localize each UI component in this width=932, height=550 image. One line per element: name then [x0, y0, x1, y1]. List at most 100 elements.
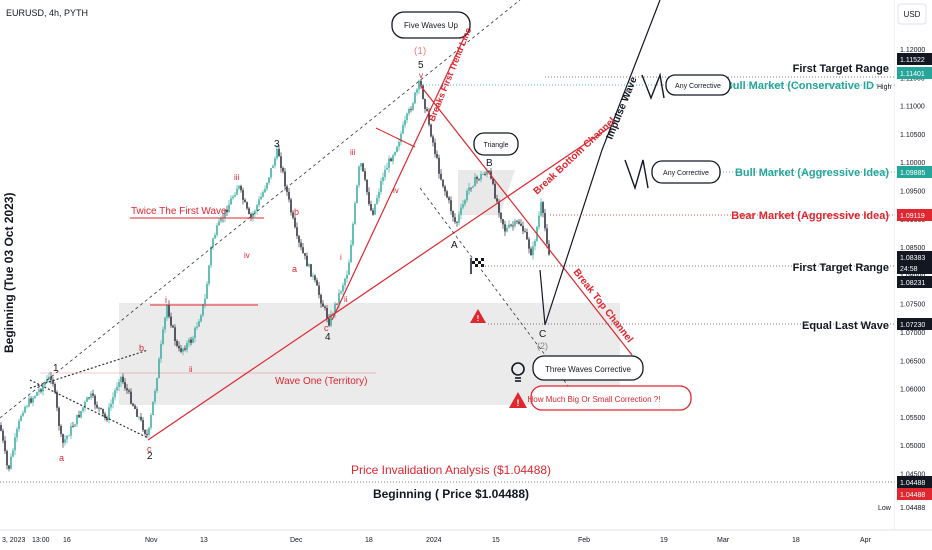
candle-body: [170, 316, 172, 326]
candle-body: [332, 313, 334, 315]
triangle-box: [473, 132, 519, 156]
wave-iii2-label: iii: [350, 148, 356, 157]
how-much-box: [530, 385, 692, 411]
candle-body: [92, 393, 94, 396]
wave-iv-label: iv: [244, 251, 250, 260]
bottom-channel-dashed: [419, 187, 576, 396]
price-tag: 24:58: [900, 266, 918, 273]
candle-body: [162, 329, 164, 345]
candle-body: [334, 303, 336, 314]
price-tick: 1.08500: [900, 245, 925, 252]
candle-body: [30, 398, 32, 403]
candle-body: [172, 325, 174, 328]
candle-body: [88, 397, 90, 399]
currency-button[interactable]: [897, 3, 927, 25]
price-tag: 1.09885: [900, 170, 925, 177]
candle-body: [342, 285, 344, 292]
candle-body: [70, 426, 72, 436]
price-tick: 1.07500: [900, 302, 925, 309]
candle-body: [194, 327, 196, 338]
top-channel-line: [419, 84, 633, 356]
candle-body: [86, 397, 88, 402]
candle-body: [96, 404, 98, 408]
candle-body: [8, 465, 10, 469]
candle-body: [462, 204, 464, 208]
candle-body: [210, 247, 212, 266]
candle-body: [436, 153, 438, 158]
candlestick-series: [0, 78, 550, 472]
candle-body: [108, 407, 110, 421]
candle-body: [78, 414, 80, 418]
candle-body: [10, 456, 12, 469]
price-tick: 1.10000: [900, 160, 925, 167]
candle-body: [424, 98, 426, 110]
price-tag: 1.04488: [900, 492, 925, 499]
candle-body: [28, 398, 30, 407]
candle-body: [472, 186, 474, 188]
time-tick: 3, 2023: [2, 537, 25, 544]
three-waves-label: Three Waves Corrective: [545, 365, 632, 374]
candle-body: [300, 242, 302, 248]
wave-A-label: A: [451, 240, 458, 251]
price-tag: 1.09119: [900, 213, 925, 220]
bull-conservative-label: Bull Market (Conservative ID: [725, 80, 874, 92]
candle-body: [518, 221, 520, 224]
wave-1-paren-label: (1): [414, 46, 426, 57]
candle-body: [310, 264, 312, 277]
candle-body: [126, 388, 128, 391]
candle-body: [160, 344, 162, 359]
candle-body: [122, 376, 124, 383]
candle-body: [432, 136, 434, 143]
candle-body: [384, 169, 386, 178]
time-tick: Dec: [290, 537, 303, 544]
candle-body: [44, 382, 46, 386]
candle-body: [470, 187, 472, 189]
candle-body: [258, 199, 260, 206]
candle-body: [476, 176, 478, 179]
candle-body: [56, 392, 58, 408]
triangle-zone: [458, 170, 515, 215]
candle-body: [318, 285, 320, 295]
wave-i-label: i: [165, 295, 167, 305]
candle-body: [388, 158, 390, 168]
candle-body: [352, 223, 354, 245]
candle-body: [446, 191, 448, 198]
five-waves-label: Five Waves Up: [404, 21, 458, 30]
candle-body: [246, 202, 248, 209]
price-tick: 1.10500: [900, 132, 925, 139]
candle-body: [368, 192, 370, 204]
invalidation-label: Price Invalidation Analysis ($1.04488): [351, 463, 551, 477]
candle-body: [72, 426, 74, 427]
candle-body: [14, 437, 16, 451]
candle-body: [154, 390, 156, 402]
price-tags: 1.11522 1.11401 1.09885 1.09119 1.08383 24:58…: [897, 53, 932, 513]
candle-body: [466, 190, 468, 201]
candle-body: [434, 142, 436, 154]
candle-body: [134, 405, 136, 409]
candle-body: [464, 200, 466, 205]
candle-body: [500, 212, 502, 220]
candle-body: [36, 392, 38, 397]
time-tick: Nov: [145, 537, 158, 544]
candle-body: [348, 262, 350, 275]
candle-body: [236, 188, 238, 195]
warning-icon-2: !: [509, 392, 527, 408]
price-tag: 1.11522: [900, 57, 925, 64]
candle-body: [458, 214, 460, 223]
wedge-upper: [29, 349, 149, 389]
price-tag: 1.08231: [900, 280, 925, 287]
candle-body: [502, 219, 504, 225]
candle-body: [152, 401, 154, 416]
candle-body: [144, 430, 146, 434]
candle-body: [526, 231, 528, 240]
price-tag-bg: [897, 488, 932, 500]
candle-body: [386, 167, 388, 170]
candle-body: [540, 202, 542, 216]
candle-body: [286, 186, 288, 192]
time-tick: 15: [492, 537, 500, 544]
low-label: Low: [878, 505, 892, 512]
candle-body: [298, 236, 300, 243]
candle-body: [238, 185, 240, 189]
